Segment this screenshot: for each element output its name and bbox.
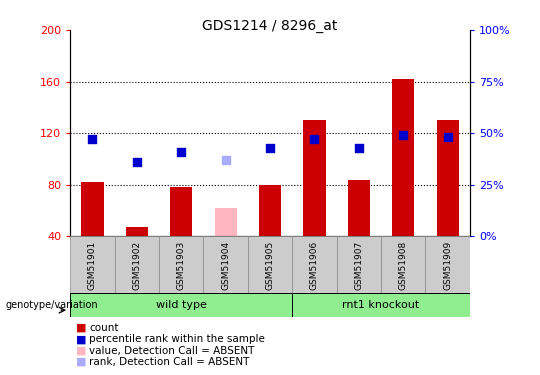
Text: GSM51909: GSM51909: [443, 241, 452, 290]
Point: [177, 148, 186, 154]
Text: GSM51902: GSM51902: [132, 241, 141, 290]
Text: rank, Detection Call = ABSENT: rank, Detection Call = ABSENT: [89, 357, 249, 367]
Text: GSM51907: GSM51907: [354, 241, 363, 290]
Bar: [336, 236, 381, 292]
Point: [266, 145, 274, 151]
Text: ■: ■: [76, 334, 86, 344]
Point: [399, 132, 408, 138]
Bar: [159, 236, 204, 292]
Bar: [392, 79, 414, 236]
Bar: [259, 185, 281, 236]
Point: [310, 136, 319, 142]
Bar: [214, 208, 237, 236]
Text: percentile rank within the sample: percentile rank within the sample: [89, 334, 265, 344]
Bar: [70, 236, 114, 292]
Point: [88, 136, 97, 142]
Text: ■: ■: [76, 357, 86, 367]
Bar: [348, 180, 370, 236]
Bar: [381, 236, 426, 292]
Bar: [82, 182, 104, 236]
Text: GSM51904: GSM51904: [221, 241, 230, 290]
Text: ■: ■: [76, 346, 86, 355]
Text: GSM51906: GSM51906: [310, 241, 319, 290]
Text: ■: ■: [76, 323, 86, 333]
Bar: [292, 236, 336, 292]
Text: rnt1 knockout: rnt1 knockout: [342, 300, 420, 310]
Bar: [114, 236, 159, 292]
Bar: [303, 120, 326, 236]
Text: GSM51903: GSM51903: [177, 241, 186, 290]
Point: [132, 159, 141, 165]
Bar: [170, 187, 192, 236]
Bar: [248, 236, 292, 292]
Point: [354, 145, 363, 151]
Text: count: count: [89, 323, 119, 333]
Bar: [126, 227, 148, 236]
Point: [443, 134, 452, 140]
Text: GSM51901: GSM51901: [88, 241, 97, 290]
Bar: [292, 292, 470, 317]
Text: wild type: wild type: [156, 300, 207, 310]
Bar: [436, 120, 458, 236]
Bar: [70, 292, 292, 317]
Text: GSM51905: GSM51905: [266, 241, 274, 290]
Text: genotype/variation: genotype/variation: [5, 300, 98, 309]
Text: value, Detection Call = ABSENT: value, Detection Call = ABSENT: [89, 346, 254, 355]
Point: [221, 157, 230, 163]
Bar: [426, 236, 470, 292]
Text: GDS1214 / 8296_at: GDS1214 / 8296_at: [202, 19, 338, 33]
Text: GSM51908: GSM51908: [399, 241, 408, 290]
Bar: [204, 236, 248, 292]
